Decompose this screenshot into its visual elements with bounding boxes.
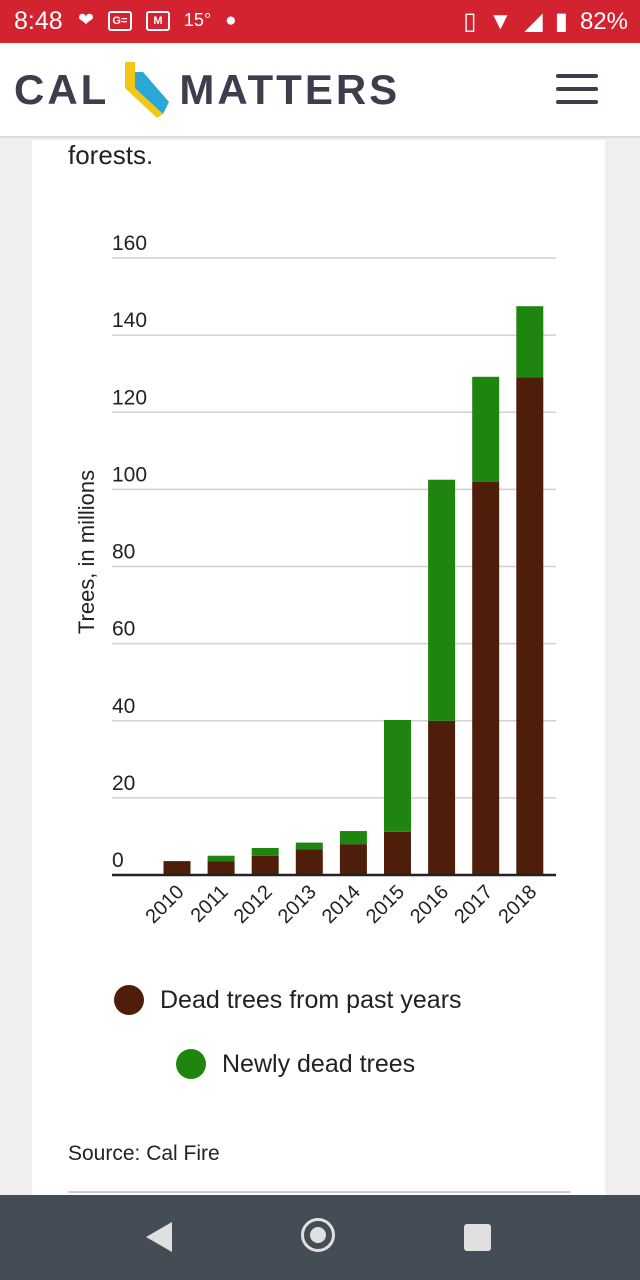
y-tick-label: 140 [112,309,147,332]
x-tick-label: 2013 [274,881,321,928]
bar-past-2016 [428,720,456,875]
logo-text-matters: MATTERS [179,66,401,113]
legend-label-past: Dead trees from past years [160,985,462,1014]
signal-icon: ◢ [524,8,543,35]
clock: 8:48 [14,7,63,35]
legend-item-past: Dead trees from past years [114,985,462,1015]
x-tick-label: 2015 [362,881,409,928]
article-card [32,140,605,1195]
legend-item-new: Newly dead trees [176,1049,415,1079]
recents-icon[interactable] [464,1224,491,1251]
legend-swatch-new [176,1049,206,1079]
california-mark-icon [125,62,170,118]
site-header: CAL MATTERS [0,43,640,138]
bar-new-2017 [472,376,500,482]
x-tick-label: 2018 [494,881,541,928]
x-tick-label: 2017 [450,881,497,928]
source-note: Source: Cal Fire [68,1142,220,1165]
y-tick-label: 0 [112,849,124,872]
gmail-icon: M [145,10,170,31]
legend-swatch-past [114,985,144,1015]
wifi-icon: ▼ [488,7,513,35]
y-tick-label: 60 [112,618,135,641]
x-tick-label: 2010 [142,881,189,928]
x-tick-label: 2014 [318,881,365,928]
logo-text-cal: CAL [14,66,110,113]
status-bar: 8:48 ❤ G= M 15° ● ▯ ▼ ◢ ▮ 82% [0,0,640,43]
temperature: 15° [183,10,212,30]
y-tick-label: 80 [112,541,135,564]
x-tick-label: 2012 [230,881,277,928]
bar-past-2014 [339,844,367,875]
calmatters-logo[interactable]: CAL MATTERS [14,62,401,118]
bar-past-2018 [516,377,544,875]
y-axis-label: Trees, in millions [74,470,99,634]
back-icon[interactable] [146,1222,172,1252]
divider [68,1191,570,1193]
bar-past-2015 [384,831,411,875]
hamburger-menu-icon[interactable] [556,74,602,106]
y-tick-label: 20 [112,772,135,795]
y-tick-label: 40 [112,695,135,718]
bar-past-2012 [251,855,279,875]
dot-icon: ● [225,9,237,31]
bar-new-2012 [251,848,279,856]
iheartradio-icon: ❤ [78,10,94,31]
y-tick-label: 160 [112,232,147,255]
x-tick-label: 2016 [406,881,453,928]
y-tick-label: 120 [112,386,147,409]
bar-past-2010 [163,861,191,875]
home-icon[interactable] [301,1218,335,1252]
bar-new-2016 [428,479,456,721]
article-intro-text: forests. [68,140,154,170]
bar-new-2018 [516,306,544,378]
vibrate-icon: ▯ [463,8,477,35]
battery-icon: ▮ [554,8,568,35]
y-tick-label: 100 [112,463,147,486]
bar-new-2015 [384,719,411,832]
ge-icon: G= [107,10,132,31]
bar-past-2013 [295,849,323,875]
bar-past-2011 [207,861,235,875]
bar-past-2017 [472,481,500,875]
x-tick-label: 2011 [187,881,233,927]
bar-new-2013 [295,842,323,850]
bar-new-2011 [207,855,235,862]
legend-label-new: Newly dead trees [222,1049,416,1078]
bar-new-2014 [339,831,367,845]
battery-level: 82% [579,7,628,35]
